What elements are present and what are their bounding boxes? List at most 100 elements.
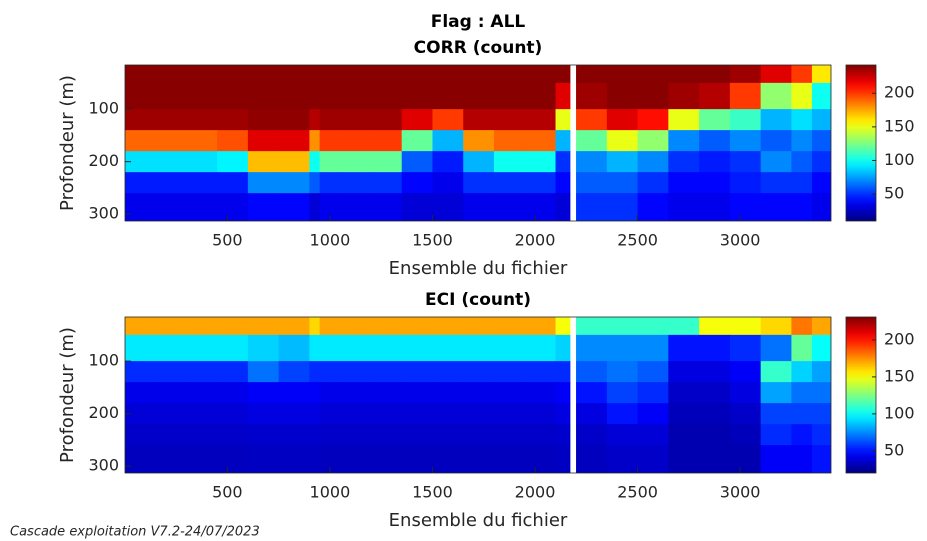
- cell: [370, 65, 403, 84]
- cell: [340, 334, 372, 362]
- cell: [668, 65, 700, 84]
- cell: [463, 317, 495, 336]
- cell: [340, 82, 372, 110]
- cell: [493, 317, 526, 336]
- cell: [791, 361, 813, 383]
- cell: [606, 334, 639, 362]
- footer: Cascade exploitation V7.2-24/07/2023: [10, 525, 260, 540]
- cell: [247, 403, 280, 425]
- cell: [463, 334, 495, 362]
- cell: [555, 151, 571, 173]
- cell: [668, 193, 700, 221]
- cell: [555, 403, 571, 425]
- cell: [247, 109, 280, 131]
- cell: [637, 109, 669, 131]
- cell: [186, 65, 218, 84]
- cell: [125, 130, 157, 152]
- cell: [217, 424, 249, 446]
- cell: [319, 382, 341, 404]
- cell: [760, 82, 792, 110]
- cell: [668, 361, 700, 383]
- cell: [555, 382, 571, 404]
- cell: [729, 151, 762, 173]
- cell: [555, 445, 571, 473]
- cell: [432, 151, 464, 173]
- cell: [401, 424, 433, 446]
- cell: [811, 193, 831, 221]
- cell: [247, 424, 280, 446]
- cell: [760, 361, 792, 383]
- cell: [668, 151, 700, 173]
- cell: [247, 445, 280, 473]
- cell: [555, 65, 571, 84]
- y-axis-label: Profondeur (m): [57, 75, 78, 211]
- cell: [524, 172, 557, 194]
- cell: [432, 317, 464, 336]
- cell: [668, 172, 700, 194]
- cell: [370, 172, 403, 194]
- cell: [668, 130, 700, 152]
- cell: [340, 424, 372, 446]
- colorbar-tick-label: 100: [884, 403, 915, 422]
- cell: [319, 424, 341, 446]
- cell: [463, 424, 495, 446]
- x-tick-label: 2000: [515, 483, 556, 502]
- cell: [155, 445, 187, 473]
- cell: [319, 82, 341, 110]
- cell: [217, 445, 249, 473]
- cell: [668, 317, 700, 336]
- axes-box: [124, 316, 832, 474]
- cell: [699, 172, 731, 194]
- cell: [606, 130, 639, 152]
- cell: [493, 424, 526, 446]
- cell: [340, 361, 372, 383]
- cell: [524, 193, 557, 221]
- cell: [155, 151, 187, 173]
- cell: [811, 361, 831, 383]
- cell: [319, 193, 341, 221]
- x-tick-label: 500: [212, 483, 243, 502]
- cell: [729, 334, 762, 362]
- cell: [493, 109, 526, 131]
- cell: [370, 445, 403, 473]
- cell: [401, 361, 433, 383]
- cell: [186, 382, 218, 404]
- cell: [576, 193, 608, 221]
- cell: [155, 193, 187, 221]
- cell: [791, 193, 813, 221]
- x-tick-label: 1000: [310, 231, 351, 250]
- cell: [217, 317, 249, 336]
- cell: [729, 193, 762, 221]
- cell: [432, 109, 464, 131]
- cell: [811, 334, 831, 362]
- cell: [637, 361, 669, 383]
- chart-title: ECI (count): [425, 290, 531, 310]
- colorbar: [845, 316, 877, 474]
- cell: [125, 317, 157, 336]
- cell: [699, 403, 731, 425]
- cell: [125, 424, 157, 446]
- cell: [278, 403, 310, 425]
- cell: [186, 403, 218, 425]
- cell: [555, 361, 571, 383]
- cell: [699, 151, 731, 173]
- cell: [606, 109, 639, 131]
- cell: [278, 382, 310, 404]
- cell: [247, 82, 280, 110]
- cell: [699, 361, 731, 383]
- cell: [760, 130, 792, 152]
- cell: [370, 424, 403, 446]
- cell: [432, 130, 464, 152]
- cell: [637, 403, 669, 425]
- cell: [463, 172, 495, 194]
- cell: [729, 361, 762, 383]
- cell: [637, 382, 669, 404]
- cell: [125, 109, 157, 131]
- colorbar: [845, 64, 877, 222]
- cell: [668, 424, 700, 446]
- cell: [524, 130, 557, 152]
- cell: [125, 65, 157, 84]
- x-axis-label: Ensemble du fichier: [389, 258, 568, 279]
- cell: [309, 82, 321, 110]
- cell: [319, 361, 341, 383]
